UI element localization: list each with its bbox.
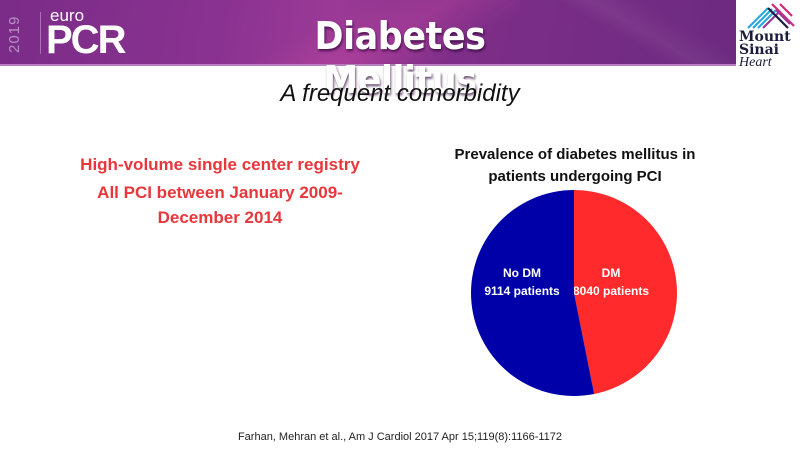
pie-label-dm-count: 8040 patients — [573, 284, 649, 298]
banner-divider — [0, 64, 736, 66]
logo-separator — [40, 12, 41, 54]
header-banner — [0, 0, 736, 66]
pie-label-no-dm-name: No DM — [503, 266, 541, 280]
registry-description: High-volume single center registry All P… — [60, 152, 380, 230]
logo-pcr: PCR — [46, 18, 126, 62]
banner-decoration — [520, 0, 736, 66]
subtitle: A frequent comorbidity — [280, 80, 520, 107]
period-line: All PCI between January 2009- — [97, 183, 343, 202]
pie-slice-dm — [574, 190, 677, 395]
chart-title: Prevalence of diabetes mellitus in patie… — [415, 144, 735, 188]
registry-line: High-volume single center registry — [80, 155, 360, 174]
banner-decoration — [180, 0, 520, 66]
mount-sinai-logo: Mount Sinai Heart — [736, 0, 800, 75]
logo-euro: euro — [50, 6, 85, 25]
page-title: Diabetes Mellitus — [314, 14, 486, 102]
pie-label-no-dm-count: 9114 patients — [484, 284, 560, 298]
chart-title-line: patients undergoing PCI — [488, 168, 662, 185]
period-line-cont: December 2014 — [157, 208, 283, 227]
logo-text-mount: Mount — [739, 29, 791, 45]
pie-slice-no-dm — [471, 190, 595, 396]
mount-sinai-mountain-icon — [747, 3, 795, 29]
logo-text-sinai: Sinai — [739, 42, 779, 58]
citation: Farhan, Mehran et al., Am J Cardiol 2017… — [237, 431, 563, 443]
chart-title-line: Prevalence of diabetes mellitus in — [454, 146, 696, 163]
logo-text-heart: Heart — [739, 55, 772, 70]
pie-label-dm-name: DM — [602, 266, 621, 280]
